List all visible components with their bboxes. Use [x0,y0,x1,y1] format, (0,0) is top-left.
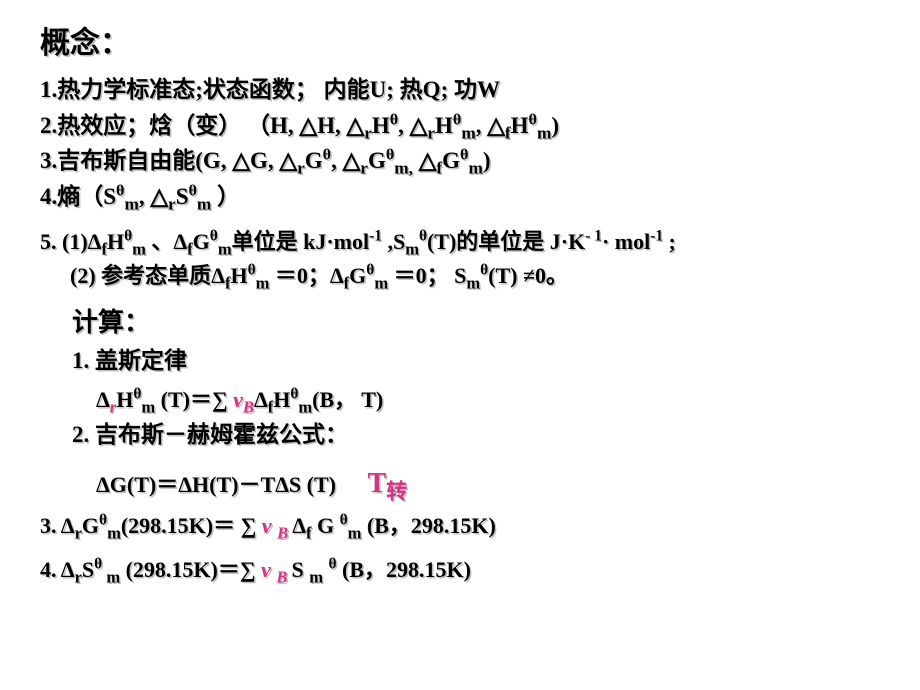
calc-3: 3. ΔrGθm(298.15K)＝ ∑ ν B Δf G θm (B，298.… [40,509,892,543]
section-title-concepts: 概念： [40,18,892,62]
t-turn-label: T转 [368,462,408,508]
section-title-calc: 计算： [72,303,892,343]
calc-1-formula: ΔrHθm (T)＝∑ νBΔfHθm(B， T) [96,383,892,417]
calc-2: 2. 吉布斯－赫姆霍兹公式： [72,417,892,453]
item-3: 3.吉布斯自由能(G, △G, △rGθ, △rGθm, △fGθm) [40,143,892,179]
calc-1: 1. 盖斯定律 [72,343,892,379]
item-4: 4.熵（Sθm, △rSθm ） [40,179,892,215]
calc-4: 4. ΔrSθ m (298.15K)＝∑ ν B S m θ (B，298.1… [40,553,892,587]
item-1: 1.热力学标准态;状态函数； 内能U; 热Q; 功W [40,72,892,108]
calc-2-formula: ΔG(T)＝ΔH(T)－TΔS (T) T转 [96,462,892,508]
item-5: 5. (1)ΔfHθm 、ΔfGθm单位是 kJ·mol-1 ,Smθ(T)的单… [40,225,892,293]
item-2: 2.热效应；焓（变） （H, △H, △rHθ, △rHθm, △fHθm) [40,108,892,144]
